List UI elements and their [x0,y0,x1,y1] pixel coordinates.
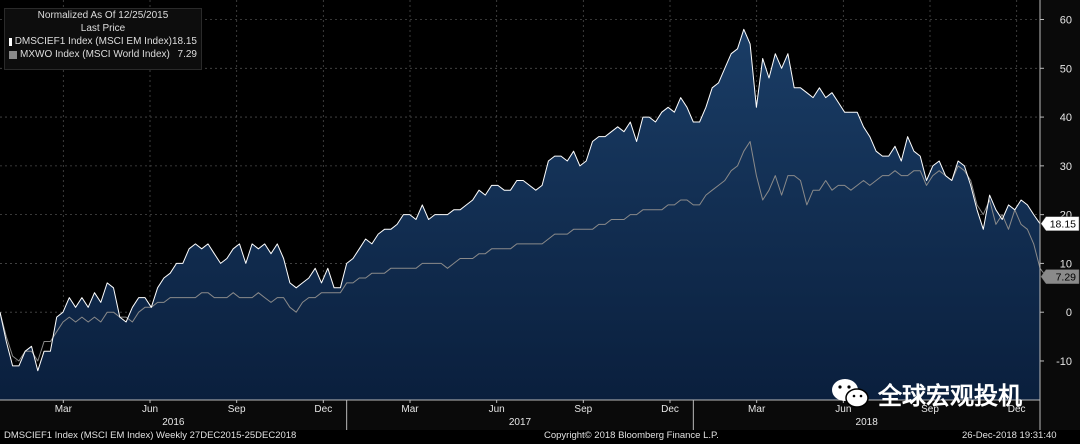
em-series-line [0,28,1041,372]
y-tick-label: 0 [1066,307,1072,319]
legend-entry-em-name: DMSCIEF1 Index (MSCI EM Index) [14,36,172,47]
x-month-label: Sep [574,404,592,415]
last-value-tag [1040,216,1080,231]
x-month-label: Dec [1008,404,1026,415]
x-axis-panel [0,400,1040,430]
y-tick-label: 60 [1060,15,1072,27]
last-value-box-world: 7.29 [1040,269,1080,284]
last-value-text: 18.15 [1050,219,1076,231]
legend-swatch-world [9,50,17,59]
x-month-label: Sep [228,404,246,415]
watermark: 全球宏观投机 [830,376,1022,411]
legend-normalized-header: Normalized As Of 12/25/2015 [37,10,169,21]
em-area-fill [0,29,1040,401]
x-month-label: Dec [314,404,332,415]
legend-entry-world: MXWO Index (MSCI World Index) 7.29 [5,48,201,61]
x-month-label: Jun [142,404,158,415]
y-tick-label: 10 [1060,258,1072,270]
footer-series-info: DMSCIEF1 Index (MSCI EM Index) Weekly 27… [4,430,297,441]
series-layer [0,28,1047,401]
x-month-label: Mar [401,404,419,415]
legend-entry-em-value: 18.15 [171,36,197,47]
x-month-label: Sep [921,404,939,415]
y-axis-panel [1040,0,1080,430]
wechat-icon [832,378,869,408]
world-series-line [0,141,1047,362]
legend-entry-world-value: 7.29 [177,49,197,60]
last-value-text: 7.29 [1056,272,1077,284]
legend-entry-world-name: MXWO Index (MSCI World Index) [20,49,170,60]
x-month-label: Dec [661,404,679,415]
legend-last-price-header: Last Price [80,23,126,34]
footer-timestamp: 26-Dec-2018 19:31:40 [962,430,1057,441]
x-month-label: Mar [748,404,766,415]
legend-entry-em: DMSCIEF1 Index (MSCI EM Index) 18.15 [5,35,201,48]
y-tick-label: -10 [1056,356,1072,368]
x-month-label: Jun [489,404,505,415]
watermark-text: 全球宏观投机 [878,383,1022,410]
y-tick-label: 30 [1060,161,1072,173]
legend-swatch-em [9,37,12,46]
x-year-label: 2016 [162,417,185,428]
x-year-label: 2017 [509,417,532,428]
legend: Normalized As Of 12/25/2015 Last Price D… [4,8,202,70]
last-value-tag [1040,269,1080,284]
y-tick-label: 40 [1060,112,1072,124]
last-value-box-em: 18.15 [1040,216,1080,231]
x-year-label: 2018 [856,417,879,428]
x-month-label: Mar [55,404,73,415]
footer-copyright: Copyright© 2018 Bloomberg Finance L.P. [544,430,719,441]
x-month-label: Jun [835,404,851,415]
y-tick-label: 50 [1060,63,1072,75]
